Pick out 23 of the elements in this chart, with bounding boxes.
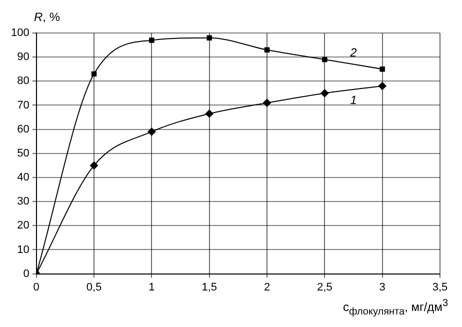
x-tick-label: 3 (379, 281, 386, 294)
y-tick-label: 40 (17, 172, 30, 184)
x-tick-label: 3,5 (432, 281, 448, 294)
y-tick-label: 80 (17, 75, 30, 88)
x-tick-label: 1 (148, 281, 155, 294)
x-axis-title: c$_{флокулянта}$, мг/дм$^{3}$ (342, 298, 448, 317)
series-label: 1 (350, 92, 357, 107)
series-label: 2 (349, 46, 358, 60)
x-tick-label: 0,5 (86, 281, 102, 294)
x-tick-label: 0 (33, 281, 40, 294)
y-tick-label: 30 (17, 196, 30, 208)
x-tick-label: 1,5 (202, 281, 217, 294)
y-tick-label: 20 (17, 220, 30, 232)
y-tick-label: 100 (10, 27, 30, 40)
y-axis-title: R, % (34, 10, 60, 24)
x-tick-label: 2 (264, 281, 270, 294)
y-tick-label: 0 (23, 268, 30, 280)
y-tick-label: 10 (17, 244, 30, 256)
x-tick-label: 2,5 (317, 281, 332, 294)
y-tick-label: 50 (17, 147, 30, 160)
y-tick-label: 90 (17, 51, 30, 64)
y-tick-label: 60 (17, 123, 30, 136)
y-tick-label: 70 (17, 99, 30, 112)
